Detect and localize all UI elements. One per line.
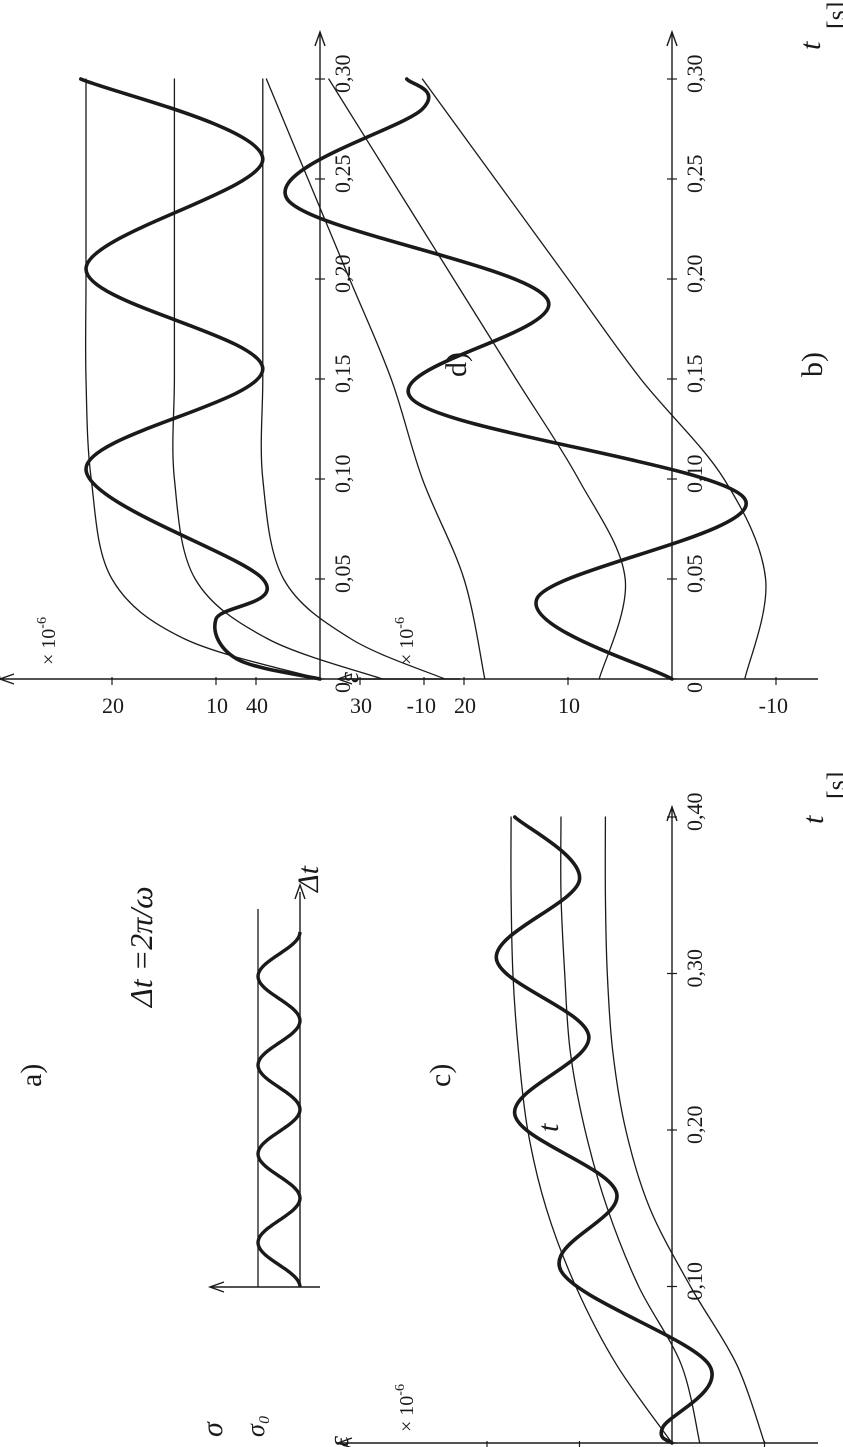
panel-d-x-tick-label: 0,20 xyxy=(330,255,355,294)
panel-a-t-axis-symbol: t xyxy=(532,1123,565,1132)
panel-b-y-tick-label: 40 xyxy=(246,693,268,718)
panel-c-t-arrow xyxy=(666,804,678,822)
panel-c-series-thin-3 xyxy=(604,816,766,1444)
panel-c: c) ε × 10-6 t [s] 00,100,200,300,40-5510 xyxy=(324,772,843,1447)
panel-d-eps-arrow xyxy=(0,673,15,685)
panel-d-x-tick-label: 0,30 xyxy=(330,55,355,94)
panel-b-y-tick-label: 10 xyxy=(558,693,580,718)
panel-d-series-bold-0 xyxy=(79,77,322,681)
panel-b-x-tick-label: 0 xyxy=(682,682,707,693)
panel-b-series-thin-1 xyxy=(265,78,486,680)
panel-a-plot xyxy=(207,882,320,1293)
panel-a-t-arrow xyxy=(294,882,306,900)
panel-b-y-tick-label: 20 xyxy=(454,693,476,718)
panel-d-series-thin-2 xyxy=(172,78,384,680)
panel-c-epsilon-symbol: ε xyxy=(324,1436,355,1447)
panel-a-label: a) xyxy=(15,1064,48,1087)
panel-c-t-axis-symbol: t xyxy=(797,815,830,824)
panel-c-unit-label: [s] xyxy=(822,772,843,799)
panel-d-label: d) xyxy=(440,352,473,377)
panel-b-y-tick-label: -10 xyxy=(759,693,788,718)
panel-d: d) ε × 10-6 0 0,05 0,10 0,15 0,20 0,25 0,30 -10… xyxy=(0,29,473,718)
panel-d-y-tick-label: 10 xyxy=(206,693,228,718)
panel-d-x-tick-label: 0,10 xyxy=(330,455,355,494)
panel-a-signal xyxy=(256,931,302,1288)
panel-b-t-axis-symbol: t xyxy=(794,41,827,50)
panel-b-unit-label: [s] xyxy=(822,2,843,29)
panel-c-series-thin-1 xyxy=(510,816,673,1444)
panel-b: b) ε × 10-6 t [s] 00,050,100,150,200,250… xyxy=(246,2,843,718)
panel-c-x-tick-label: 0,20 xyxy=(682,1106,707,1145)
panel-a-formula: Δt =2π/ω xyxy=(123,886,159,1009)
panel-d-scale-label: × 10-6 xyxy=(35,617,60,665)
panel-c-eps-arrow xyxy=(335,1437,353,1447)
panel-a-sigma-axis-symbol: σ xyxy=(196,1421,229,1437)
panel-b-x-tick-label: 0,25 xyxy=(682,155,707,194)
panel-d-x-tick-label: 0,15 xyxy=(330,355,355,394)
panel-b-series-thin-2 xyxy=(328,78,627,680)
panel-c-plot: 00,100,200,300,40-5510 xyxy=(335,793,818,1447)
panel-c-scale-label: × 10-6 xyxy=(393,1384,418,1432)
panel-b-x-tick-label: 0,05 xyxy=(682,555,707,594)
panel-a-sigma0-label: σ₀ xyxy=(241,1415,270,1437)
panel-c-x-tick-label: 0,40 xyxy=(682,793,707,832)
panel-d-t-arrow xyxy=(314,29,326,47)
panel-c-x-tick-label: 0,30 xyxy=(682,949,707,988)
panel-d-y-tick-label: -10 xyxy=(407,693,436,718)
panel-b-series-thin-3 xyxy=(421,78,767,680)
panel-c-series-bold-0 xyxy=(494,815,714,1445)
panel-b-plot: 0 0,05 0,10 0,15 0,20 0,25 0,30 -10 10 20 30 40 xyxy=(246,29,818,718)
panel-b-label: b) xyxy=(796,352,829,377)
panel-b-epsilon-symbol: ε xyxy=(334,672,365,683)
panel-b-y-tick-label: 30 xyxy=(350,693,372,718)
panel-d-x-tick-label: 0,25 xyxy=(330,155,355,194)
panel-d-plot: 0 0,05 0,10 0,15 0,20 0,25 0,30 -10 10 20 xyxy=(0,29,460,718)
panel-c-series-thin-2 xyxy=(560,816,701,1444)
panel-a: a) Δt =2π/ω σ σ₀ t Δt xyxy=(15,865,565,1437)
panel-b-x-tick-label: 0,20 xyxy=(682,255,707,294)
panel-b-series-bold-0 xyxy=(283,77,748,681)
panel-b-t-arrow xyxy=(666,29,678,47)
panel-b-x-tick-label: 0,15 xyxy=(682,355,707,394)
panel-c-label: c) xyxy=(424,1064,457,1087)
panel-d-series-thin-3 xyxy=(260,78,446,680)
panel-a-sigma-arrow xyxy=(207,1281,225,1293)
panel-d-x-tick-label: 0 xyxy=(330,682,355,693)
panel-d-x-tick-label: 0,05 xyxy=(330,555,355,594)
panel-b-scale-label: × 10-6 xyxy=(393,617,418,665)
panel-a-period-label: Δt xyxy=(292,865,325,893)
panel-d-series-thin-1 xyxy=(84,78,321,680)
panel-b-x-tick-label: 0,30 xyxy=(682,55,707,94)
panel-d-y-tick-label: 20 xyxy=(102,693,124,718)
